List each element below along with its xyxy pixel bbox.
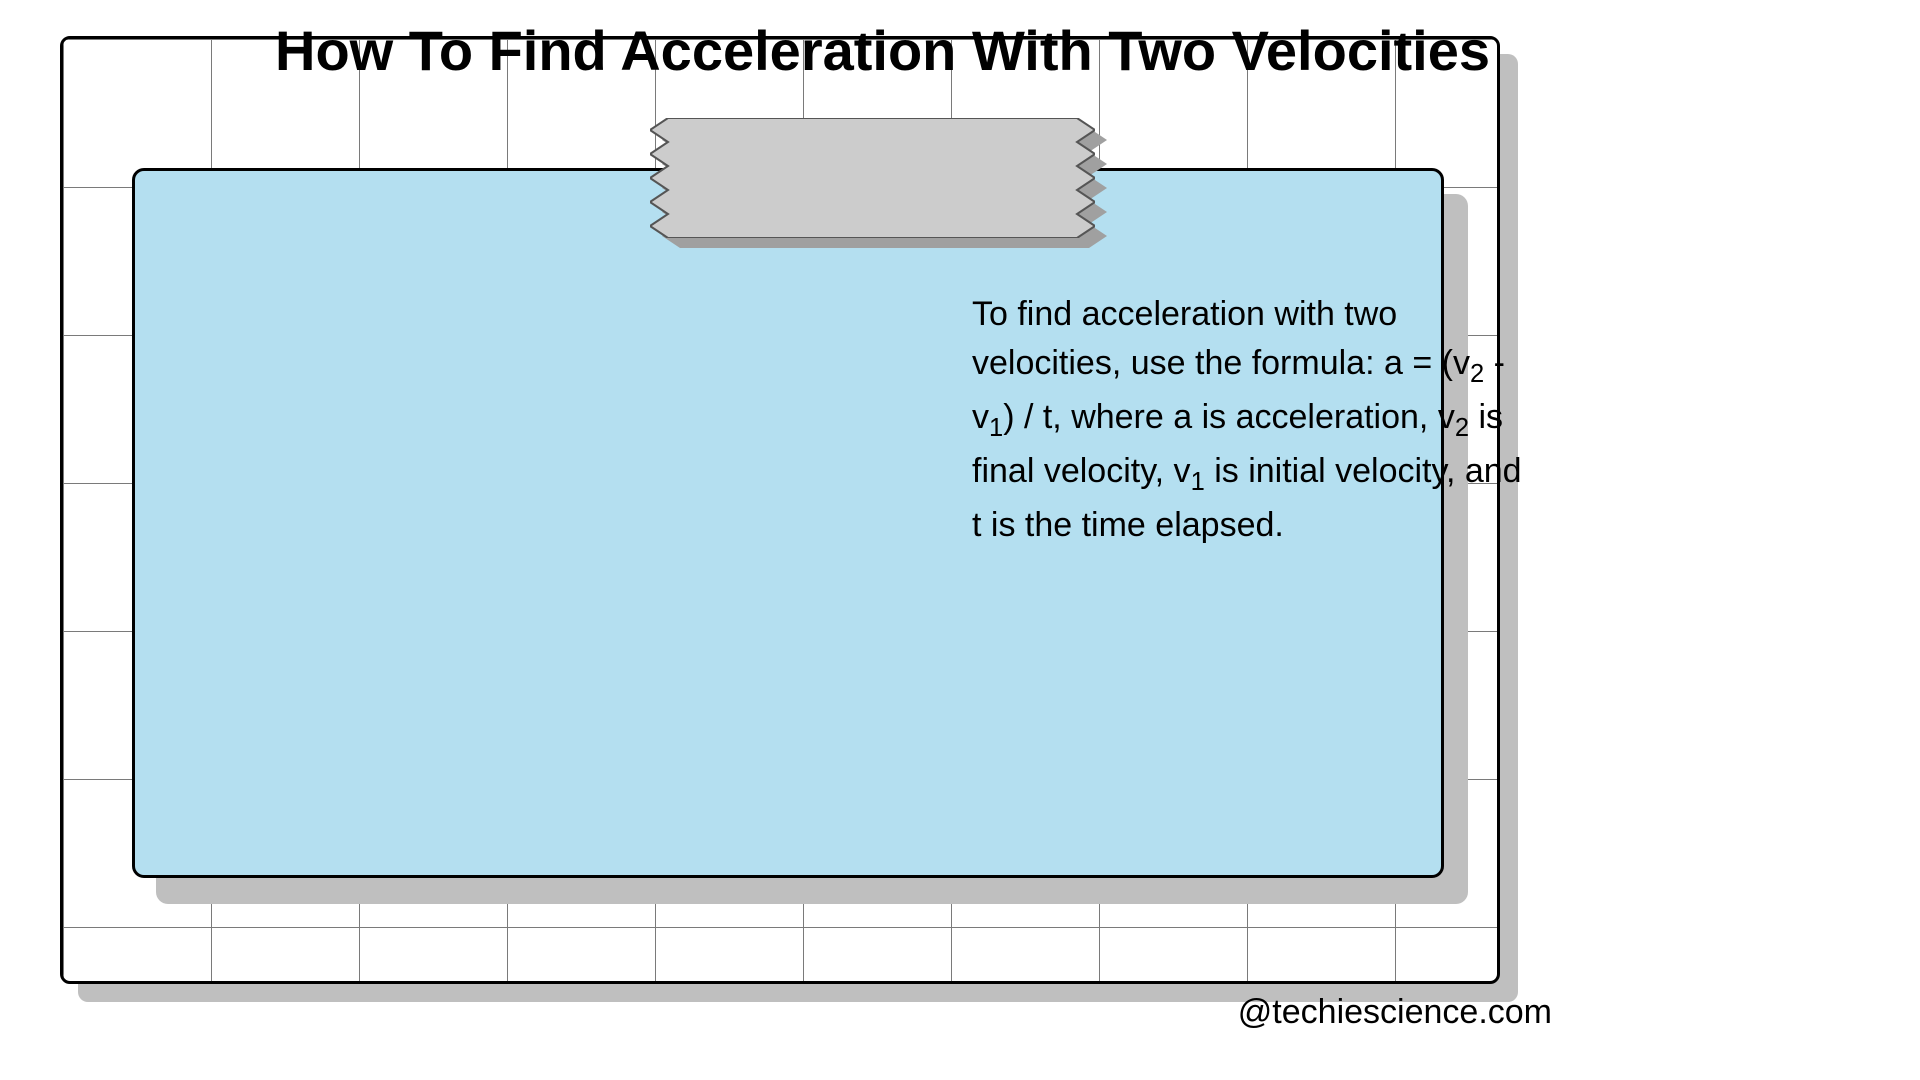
attribution-text: @techiescience.com <box>1238 993 1552 1032</box>
tape-icon <box>650 118 1095 238</box>
card-text: To find acceleration with two velocities… <box>972 290 1532 550</box>
page-title: How To Find Acceleration With Two Veloci… <box>275 18 1490 83</box>
